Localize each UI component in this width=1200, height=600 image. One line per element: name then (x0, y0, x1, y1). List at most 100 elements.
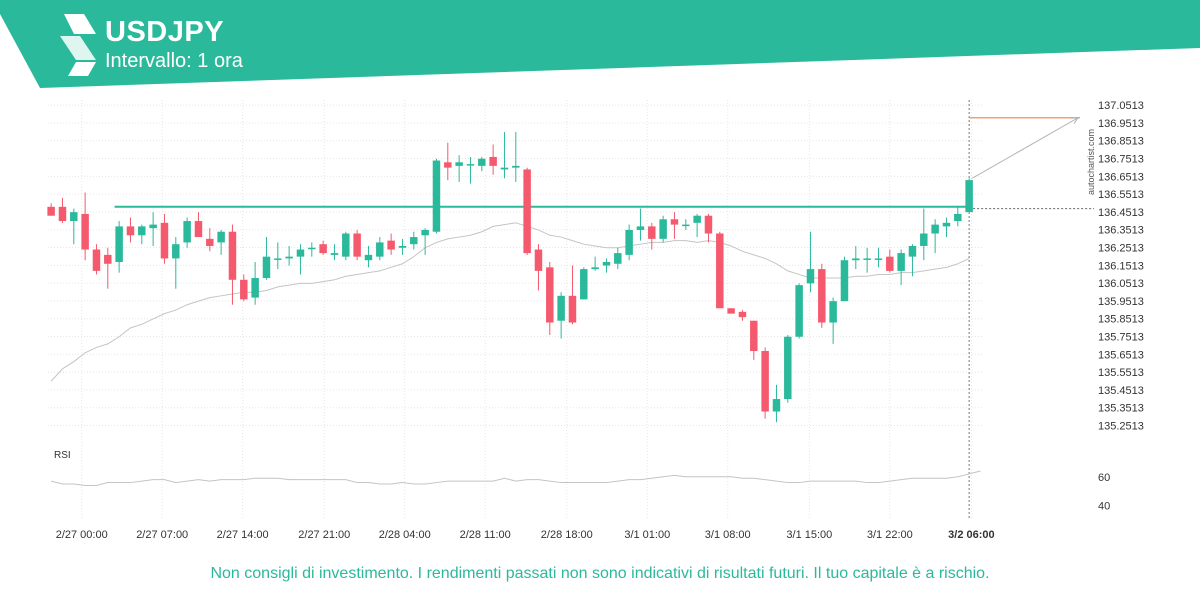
candle-up (183, 221, 191, 243)
candle-up (500, 167, 509, 170)
candle-down (818, 269, 826, 323)
candle-up (863, 258, 871, 260)
interval-subtitle: Intervallo: 1 ora (105, 50, 243, 72)
candle-up (432, 160, 441, 232)
time-tick-label: 3/1 15:00 (786, 529, 832, 541)
candle-up (217, 231, 225, 243)
candle-down (568, 295, 577, 323)
watermark: autochartist.com (1086, 129, 1096, 195)
candle-up (931, 224, 939, 234)
price-tick-label: 136.7513 (1098, 154, 1144, 166)
candle-up (625, 229, 633, 255)
candle-up (908, 245, 917, 257)
candle-up (636, 226, 645, 230)
candles (47, 132, 973, 423)
time-tick-label: 2/28 11:00 (460, 529, 511, 541)
candle-up (308, 247, 316, 250)
price-tick-label: 135.2513 (1098, 421, 1144, 433)
candle-up (784, 336, 792, 400)
candle-down (319, 244, 327, 254)
candle-down (81, 213, 89, 250)
candle-up (251, 278, 259, 298)
time-tick-label: 2/27 07:00 (136, 529, 188, 541)
candle-up (795, 285, 803, 337)
candle-up (693, 215, 701, 223)
candle-down (126, 226, 135, 236)
candle-up (920, 233, 928, 246)
header-band (0, 0, 1200, 88)
candle-up (897, 253, 905, 271)
candle-up (614, 253, 622, 264)
candle-down (886, 256, 894, 271)
candle-up (557, 295, 565, 321)
time-tick-label: 3/1 08:00 (705, 529, 751, 541)
candle-up (455, 162, 463, 166)
candle-down (47, 206, 55, 216)
candle-up (376, 242, 384, 257)
time-tick-label: 3/2 06:00 (948, 529, 994, 541)
moving-average (50, 222, 970, 382)
price-tick-label: 135.7513 (1098, 332, 1144, 344)
candle-down (444, 162, 452, 168)
candle-up (342, 233, 350, 257)
price-tick-label: 136.2513 (1098, 243, 1144, 255)
candle-up (421, 229, 429, 236)
rsi-title: RSI (54, 450, 71, 461)
axes: 137.0513 136.9513 136.8513 136.7513 136.6513… (56, 100, 1144, 541)
candle-up (852, 258, 860, 261)
candle-up (466, 164, 475, 166)
price-tick-label: 136.8513 (1098, 136, 1144, 148)
price-tick-label: 136.6513 (1098, 171, 1144, 183)
candle-down (353, 233, 361, 257)
candle-down (704, 215, 713, 234)
candle-up (874, 258, 883, 260)
candle-down (92, 249, 101, 271)
candle-down (761, 350, 769, 412)
rsi-tick-label: 40 (1098, 501, 1110, 513)
candle-up (580, 269, 588, 300)
candle-up (398, 245, 407, 248)
candle-up (591, 267, 599, 270)
candle-down (387, 240, 395, 250)
price-tick-label: 135.9513 (1098, 296, 1144, 308)
price-tick-label: 135.6513 (1098, 349, 1144, 361)
time-tick-label: 2/27 21:00 (298, 529, 350, 541)
candle-down (738, 311, 747, 318)
price-tick-label: 135.3513 (1098, 403, 1144, 415)
candle-up (410, 237, 418, 245)
candle-down (750, 320, 758, 351)
levels (114, 100, 1094, 520)
time-tick-label: 2/28 04:00 (379, 529, 431, 541)
candle-up (512, 165, 520, 168)
price-tick-label: 135.5513 (1098, 367, 1144, 379)
candle-down (546, 267, 554, 323)
projection-arrowhead (1070, 117, 1079, 124)
candle-up (330, 253, 339, 255)
candle-up (478, 158, 486, 166)
candle-up (840, 260, 849, 302)
moving-average-line (50, 222, 970, 382)
candle-up (602, 261, 611, 266)
candle-down (104, 254, 112, 264)
candle-up (965, 180, 973, 213)
candle-down (160, 222, 169, 259)
price-tick-label: 135.4513 (1098, 385, 1144, 397)
price-tick-label: 136.0513 (1098, 278, 1144, 290)
price-tick-label: 136.5513 (1098, 189, 1144, 201)
candle-down (534, 249, 543, 271)
price-tick-label: 136.9513 (1098, 118, 1144, 130)
candle-down (206, 238, 214, 246)
candle-down (240, 279, 248, 300)
rsi-tick-label: 60 (1098, 472, 1110, 484)
projection-arrow (971, 117, 1079, 179)
candle-up (274, 258, 282, 260)
zigzag-logo-icon (60, 14, 96, 76)
candle-down (489, 156, 497, 166)
price-tick-label: 136.3513 (1098, 225, 1144, 237)
candle-up (682, 224, 690, 227)
rsi-line (51, 470, 981, 486)
candle-down (194, 221, 203, 238)
candle-up (772, 399, 781, 412)
candle-up (942, 222, 951, 227)
time-tick-label: 2/27 14:00 (217, 529, 269, 541)
